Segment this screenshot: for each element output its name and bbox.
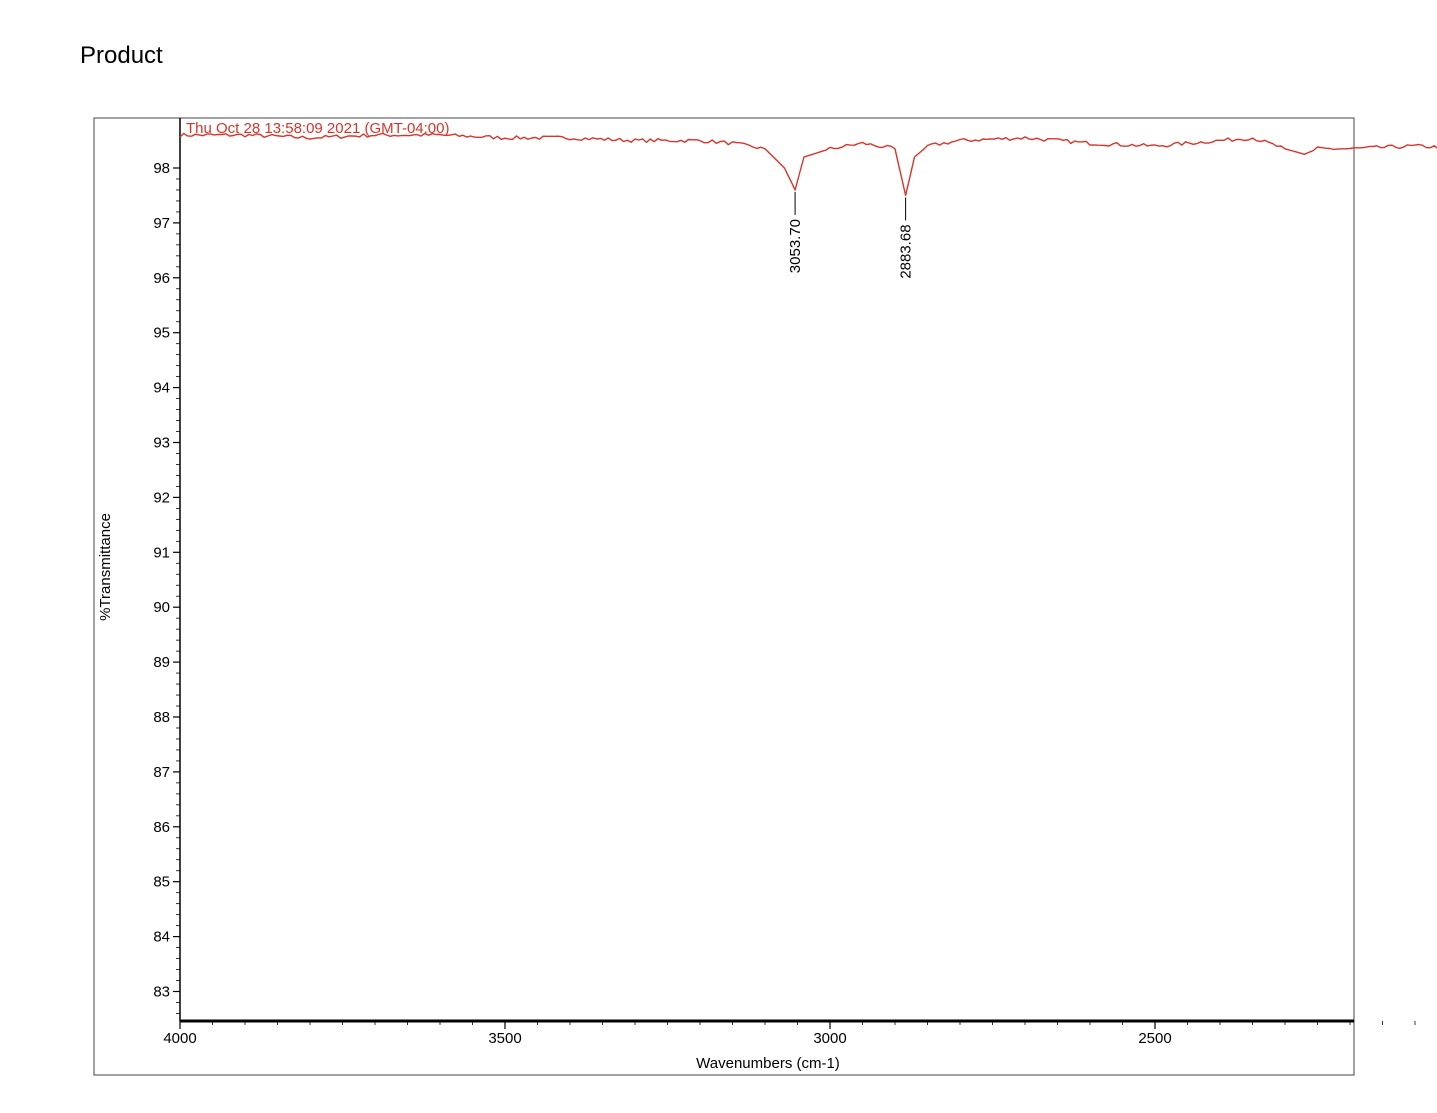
y-tick-label: 95 [153, 325, 170, 342]
y-tick-label: 89 [153, 654, 170, 671]
y-axis-ticks: 98 97 96 95 94 93 92 91 90 89 88 87 86 85 84 83 [153, 160, 180, 1014]
y-tick-label: 88 [153, 709, 170, 726]
x-tick-label: 2500 [1138, 1030, 1171, 1047]
y-tick-label: 92 [153, 489, 170, 506]
y-tick-label: 98 [153, 160, 170, 177]
timestamp-label: Thu Oct 28 13:58:09 2021 (GMT-04:00) [186, 120, 449, 137]
y-axis-title: %Transmittance [97, 513, 114, 621]
page-heading: Product [80, 42, 163, 69]
y-tick-label: 83 [153, 984, 170, 1001]
y-tick-label: 85 [153, 874, 170, 891]
y-tick-label: 84 [153, 929, 170, 946]
peak-annotations: 3053.702883.681909.661623.891590.651578.… [787, 191, 915, 279]
chart-frame [93, 117, 1355, 1076]
peak-label: 3053.70 [787, 219, 804, 273]
x-axis-title: Wavenumbers (cm-1) [696, 1055, 840, 1072]
y-tick-label: 97 [153, 215, 170, 232]
spectrum-line [179, 132, 1437, 197]
y-tick-label: 96 [153, 270, 170, 287]
y-tick-label: 87 [153, 764, 170, 781]
y-tick-label: 86 [153, 819, 170, 836]
peak-label: 2883.68 [898, 224, 915, 278]
y-tick-label: 93 [153, 435, 170, 452]
x-tick-label: 4000 [163, 1030, 196, 1047]
y-tick-label: 94 [153, 380, 170, 397]
x-tick-label: 3000 [813, 1030, 846, 1047]
x-axis-ticks: 4000350030002500200015001000500 [163, 1021, 1416, 1047]
x-tick-label: 3500 [488, 1030, 521, 1047]
y-tick-label: 90 [153, 599, 170, 616]
y-tick-label: 91 [153, 544, 170, 561]
